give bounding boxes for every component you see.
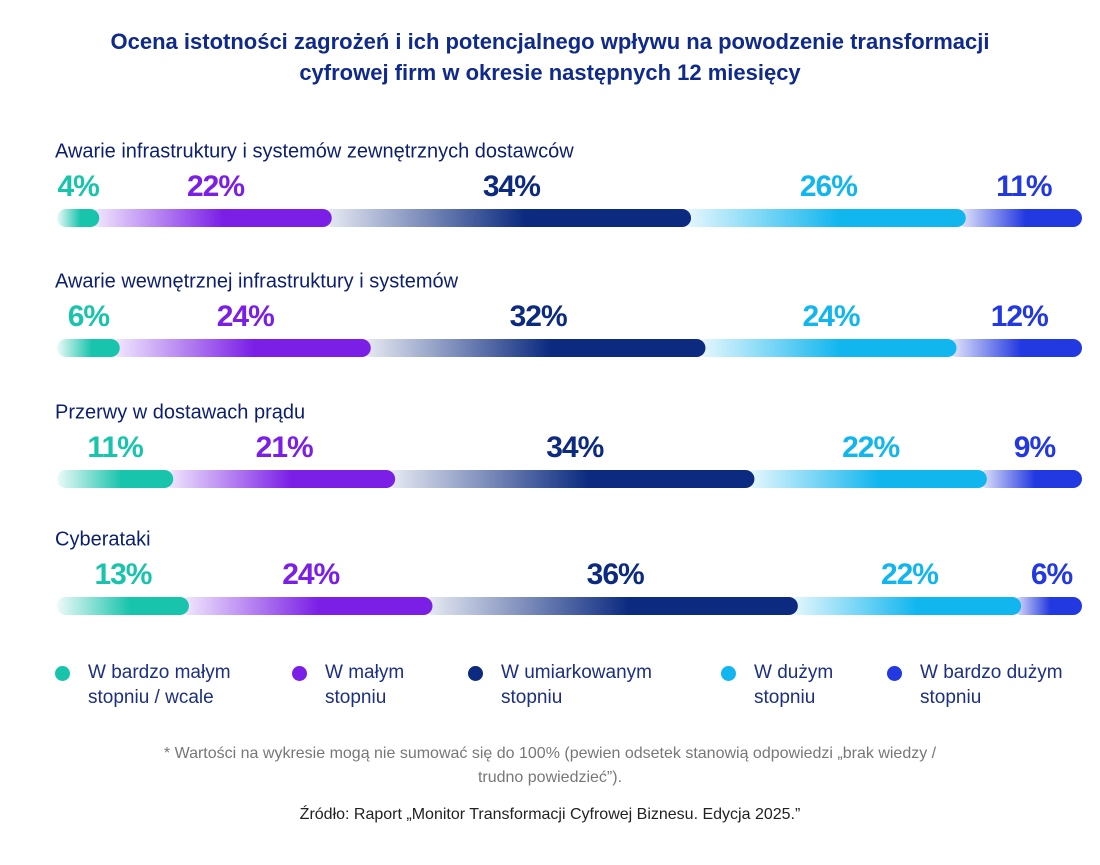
category-label: Cyberataki	[55, 528, 151, 550]
bar-segment	[682, 209, 966, 227]
bar-segment	[322, 209, 692, 227]
footnote: * Wartości na wykresie mogą nie sumować …	[163, 745, 937, 786]
chart-title: Ocena istotności zagrożeń i ich potencja…	[110, 29, 990, 85]
bar-segment	[57, 209, 100, 227]
value-label: 36%	[587, 558, 644, 591]
legend-marker	[887, 666, 902, 681]
legend-marker	[55, 666, 70, 681]
category-label: Awarie wewnętrznej infrastruktury i syst…	[55, 270, 459, 292]
bar-segment	[788, 597, 1022, 615]
value-label: 22%	[842, 431, 899, 464]
value-label: 34%	[483, 170, 540, 203]
bar-segment	[361, 339, 706, 357]
value-label: 22%	[187, 170, 244, 203]
value-label: 12%	[991, 300, 1048, 333]
value-label: 34%	[546, 431, 603, 464]
value-label: 11%	[87, 431, 143, 464]
value-label: 26%	[800, 170, 857, 203]
category-label: Awarie infrastruktury i systemów zewnętr…	[55, 140, 574, 162]
legend-label: W umiarkowanym stopniu	[501, 662, 652, 708]
bar-segment	[423, 597, 798, 615]
bar-segment	[57, 597, 189, 615]
legend-label: W małym stopniu	[325, 662, 405, 708]
bar-segment	[57, 470, 174, 488]
bar-segment	[947, 339, 1082, 357]
legend-marker	[721, 666, 736, 681]
value-label: 13%	[94, 558, 151, 591]
value-label: 4%	[57, 170, 99, 203]
value-label: 32%	[510, 300, 567, 333]
bar-segment	[745, 470, 987, 488]
value-label: 24%	[282, 558, 339, 591]
bar-segment	[164, 470, 396, 488]
bar-segment	[179, 597, 433, 615]
legend-label: W bardzo dużym stopniu	[920, 662, 1063, 708]
legend-marker	[468, 666, 483, 681]
bar-segment	[696, 339, 957, 357]
legend-label: W bardzo małym stopniu / wcale	[88, 662, 231, 708]
legend: W bardzo małym stopniu / wcale W małym st…	[0, 660, 1100, 720]
bar-segment	[57, 339, 120, 357]
value-label: 21%	[256, 431, 313, 464]
bar-segment	[386, 470, 755, 488]
value-label: 24%	[217, 300, 274, 333]
value-label: 24%	[802, 300, 859, 333]
bar-segment	[956, 209, 1082, 227]
legend-marker	[292, 666, 307, 681]
source: Źródło: Raport „Monitor Transformacji Cy…	[299, 806, 801, 823]
value-label: 9%	[1014, 431, 1056, 464]
value-label: 11%	[996, 170, 1052, 203]
bar-segment	[110, 339, 371, 357]
value-label: 22%	[881, 558, 938, 591]
value-label: 6%	[1031, 558, 1073, 591]
value-label: 6%	[68, 300, 110, 333]
bar-segment	[977, 470, 1082, 488]
bar-segment	[90, 209, 332, 227]
legend-label: W dużym stopniu	[754, 662, 834, 708]
bar-segment	[1012, 597, 1082, 615]
category-label: Przerwy w dostawach prądu	[55, 401, 305, 423]
